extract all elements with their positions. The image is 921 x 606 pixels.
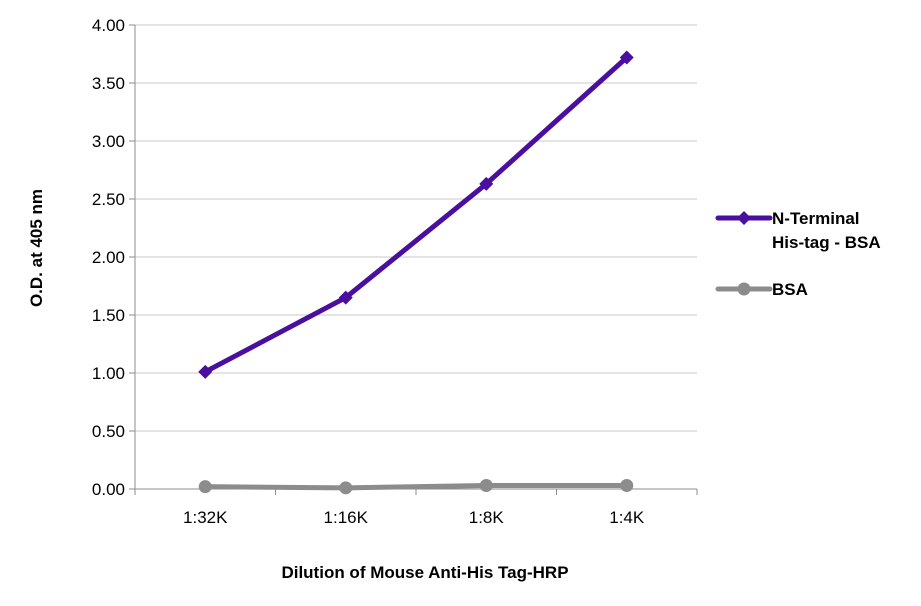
x-tick-label: 1:32K bbox=[183, 508, 228, 527]
data-point-diamond bbox=[737, 211, 751, 225]
legend: N-Terminal His-tag - BSA BSA bbox=[715, 209, 881, 299]
series-group bbox=[198, 50, 634, 495]
x-tick-label: 1:8K bbox=[469, 508, 505, 527]
data-point-circle bbox=[479, 479, 493, 493]
legend-label: N-Terminal bbox=[772, 209, 860, 228]
y-tick-label: 0.00 bbox=[92, 480, 125, 499]
y-tick-label: 0.50 bbox=[92, 422, 125, 441]
data-point-diamond bbox=[198, 364, 213, 379]
x-axis-title: Dilution of Mouse Anti-His Tag-HRP bbox=[281, 563, 568, 582]
y-tick-label: 1.00 bbox=[92, 364, 125, 383]
data-point-circle bbox=[339, 481, 353, 495]
x-tick-label: 1:4K bbox=[609, 508, 645, 527]
legend-label: His-tag - BSA bbox=[772, 233, 881, 252]
y-tick-label: 3.00 bbox=[92, 132, 125, 151]
y-tick-label: 3.50 bbox=[92, 74, 125, 93]
gridlines bbox=[135, 24, 697, 432]
legend-label: BSA bbox=[772, 280, 808, 299]
data-point-circle bbox=[620, 479, 634, 493]
series-line bbox=[202, 483, 630, 491]
data-point-diamond bbox=[338, 290, 353, 305]
y-tick-label: 2.50 bbox=[92, 190, 125, 209]
x-tick-label: 1:16K bbox=[324, 508, 369, 527]
axes: 0.00 0.50 1.00 1.50 2.00 2.50 3.00 3.50 4.00 1:32… bbox=[92, 16, 698, 527]
y-tick-label: 1.50 bbox=[92, 306, 125, 325]
data-point-circle bbox=[737, 282, 751, 296]
y-tick-label: 4.00 bbox=[92, 16, 125, 35]
data-point-diamond bbox=[619, 50, 634, 65]
data-point-diamond bbox=[479, 176, 494, 191]
y-axis-title: O.D. at 405 nm bbox=[27, 189, 46, 307]
series-line bbox=[202, 54, 630, 375]
data-point-circle bbox=[198, 480, 212, 494]
y-tick-label: 2.00 bbox=[92, 248, 125, 267]
